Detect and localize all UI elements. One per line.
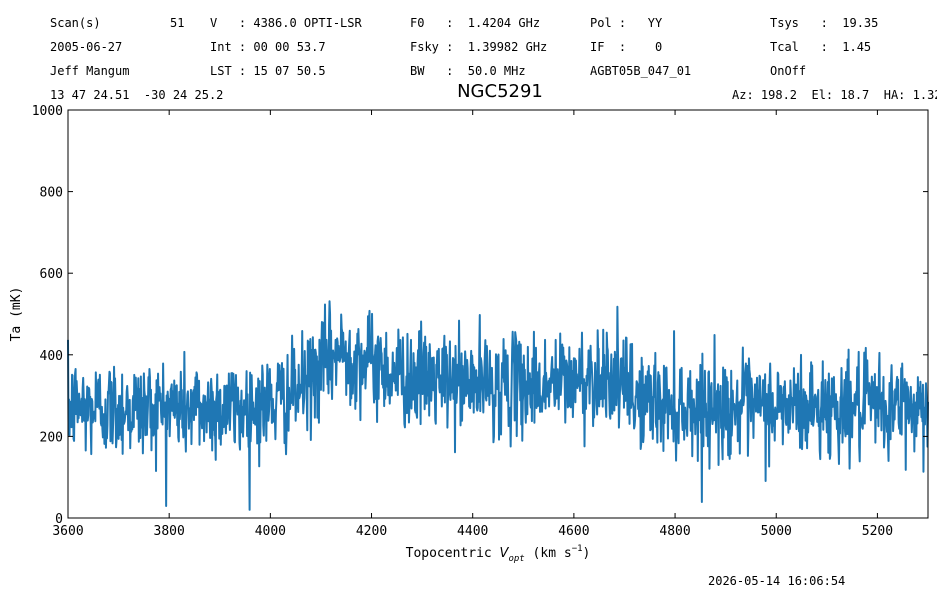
x-axis-label-symbol: V [500,546,510,561]
x-tick-label: 4200 [356,524,387,539]
header-fsky: Fsky : 1.39982 GHz [410,40,548,54]
x-axis-label-close: ) [583,546,591,561]
header-project: AGBT05B_047_01 [590,64,692,78]
x-tick-label: 4600 [558,524,589,539]
x-axis-label-exponent: −1 [572,544,583,554]
axis-ticks: 3600 3800 4000 4200 4400 4600 4800 5000 5200 0 200… [32,104,928,539]
y-tick-label: 400 [40,349,63,364]
header-lst: LST : 15 07 50.5 [210,64,326,78]
header-f0: F0 : 1.4204 GHz [410,16,541,30]
chart-title: NGC5291 [457,81,543,102]
header-tsys: Tsys : 19.35 [770,16,879,30]
x-tick-label: 4000 [255,524,286,539]
y-tick-label: 1000 [32,104,63,119]
plot-frame [67,109,929,519]
header-procedure: OnOff [770,64,807,78]
header-scan-label: Scan(s) [50,16,101,30]
x-axis-label-unit: (km s [525,546,572,561]
header-scan-number: 51 [170,16,185,30]
header-observer: Jeff Mangum [50,64,130,78]
x-axis-label-prefix: Topocentric [406,546,500,561]
header-coordinates: 13 47 24.51 -30 24 25.2 [50,88,224,102]
y-tick-label: 200 [40,430,63,445]
header-polarization: Pol : YY [590,16,663,30]
x-tick-label: 5000 [761,524,792,539]
timestamp: 2026-05-14 16:06:54 [708,574,846,588]
spectrum-series [67,300,929,511]
y-axis-label: Ta (mK) [9,287,24,342]
x-axis-label-subscript: opt [508,554,524,564]
header-velocity: V : 4386.0 OPTI-LSR [210,16,362,30]
header-tcal: Tcal : 1.45 [770,40,872,54]
y-tick-label: 800 [40,186,63,201]
x-tick-label: 5200 [862,524,893,539]
header-integration: Int : 00 00 53.7 [210,40,326,54]
x-tick-label: 4400 [457,524,488,539]
header-az-el-ha: Az: 198.2 El: 18.7 HA: 1.32 [732,88,937,102]
x-axis-label: Topocentric Vopt (km s−1) [406,544,591,564]
x-tick-label: 4800 [659,524,690,539]
x-tick-label: 3600 [52,524,83,539]
header-bandwidth: BW : 50.0 MHz [410,64,526,78]
y-tick-label: 600 [40,267,63,282]
y-tick-label: 0 [55,512,63,527]
spectrum-line [67,300,929,511]
header-if: IF : 0 [590,40,663,54]
y-axis-label-text: Ta (mK) [9,287,24,342]
x-tick-label: 3800 [154,524,185,539]
header-date: 2005-06-27 [50,40,123,54]
